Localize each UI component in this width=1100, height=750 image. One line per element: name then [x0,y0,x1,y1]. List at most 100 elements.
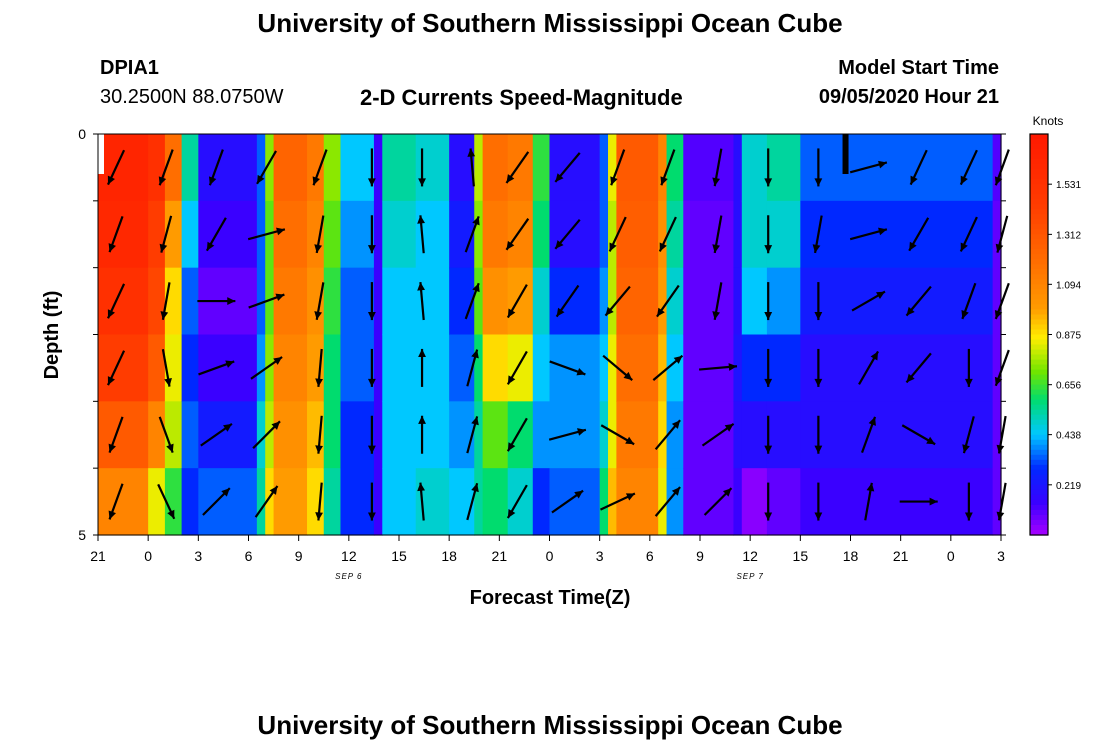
colorbar-swatch [1030,434,1048,441]
colorbar-swatch [1030,344,1048,351]
colorbar-swatch [1030,509,1048,516]
heatmap-cell [616,267,659,336]
heatmap-cell [340,134,375,202]
heatmap-cell [741,200,768,269]
heatmap-cell [307,134,325,202]
colorbar-swatch [1030,139,1048,145]
current-arrow [654,419,681,451]
heatmap-cell [683,401,735,469]
colorbar-swatch [1030,144,1048,150]
colorbar-swatch [1030,249,1048,255]
heatmap-cell [616,200,659,269]
colorbar-swatch [1030,289,1048,295]
colorbar-swatch [1030,359,1048,366]
x-tick-label: 18 [843,548,859,564]
heatmap-cell [992,468,1002,536]
colorbar-swatch [1030,429,1048,436]
current-arrow [254,485,279,518]
heatmap-cell [307,468,325,536]
heatmap-cell [658,134,668,202]
heatmap-cell [265,200,275,269]
x-tick-label: 21 [492,548,508,564]
heatmap-cell [683,134,735,202]
heatmap-cell [373,200,383,269]
heatmap-cell [800,334,994,402]
current-arrow [252,420,281,449]
current-arrow [905,352,932,384]
heatmap-cell [449,134,475,202]
station-id: DPIA1 [100,57,159,79]
heatmap-cell [256,401,266,469]
heatmap-cell [382,334,417,402]
x-tick-label: 15 [391,548,407,564]
x-tick-label: 18 [441,548,457,564]
y-tick-label: 5 [78,527,86,543]
current-arrow [464,282,480,320]
current-arrow [506,484,528,519]
colorbar-swatch [1030,254,1048,260]
axes: 21 0 3 6 9 12 15 18 21 0 3 6 9 12 15 18 21 0 3 SEP 6 SEP 7 0 5 [78,126,1006,581]
colorbar-swatch [1030,299,1048,306]
current-arrow [505,151,530,184]
current-arrow [160,282,171,320]
colorbar-swatch [1030,174,1048,180]
model-start-label: Model Start Time [838,57,999,79]
current-arrow [905,285,932,317]
heatmap-cell [198,200,258,269]
colorbar-swatch [1030,514,1048,521]
current-arrow [864,482,875,521]
colorbar-swatch [1030,244,1048,250]
heatmap-cell [98,267,149,336]
current-arrow [417,215,426,254]
date-label: SEP 6 [335,572,362,581]
current-arrow [315,415,323,454]
heatmap-cell [307,267,325,336]
colorbar-swatch [1030,279,1048,285]
current-arrow [861,416,877,453]
colorbar-swatch [1030,399,1048,406]
colorbar-swatch [1030,414,1048,421]
colorbar-swatch [1030,294,1048,301]
heatmap-cell [616,334,659,402]
colorbar-swatch [1030,474,1048,481]
current-arrow [418,148,426,187]
x-tick-label: 3 [596,548,604,564]
current-arrow [699,363,738,371]
x-tick-label: 3 [997,548,1005,564]
current-arrow [108,416,124,453]
colorbar-swatch [1030,149,1048,155]
x-tick-label: 15 [793,548,809,564]
current-arrow [660,149,676,186]
heatmap-cell [658,267,668,336]
colorbar-swatch [1030,179,1048,185]
heatmap-cell [482,334,509,402]
heatmap-cell [164,200,183,269]
colorbar-swatch [1030,164,1048,170]
current-arrow [107,350,126,386]
colorbar-swatch [1030,449,1048,456]
heatmap-cell [992,134,1002,202]
current-arrow [158,416,174,453]
heatmap-cell [733,134,743,202]
current-arrow [654,486,681,517]
heatmap-cell [766,200,801,269]
colorbar-swatch [1030,409,1048,416]
heatmap-cell [666,134,684,202]
footer-title: University of Southern Mississippi Ocean… [257,710,843,740]
current-arrow [814,415,823,454]
heatmap-cell [148,134,166,202]
colorbar-tick-label: 0.438 [1056,431,1081,442]
current-arrow [851,290,886,312]
heatmap-cell [741,401,768,469]
current-arrow [604,285,631,317]
heatmap-cell [992,267,1002,336]
heatmap-cell [549,401,601,469]
heatmap-cell [474,334,484,402]
colorbar-swatch [1030,214,1048,220]
heatmap-cell [666,267,684,336]
current-arrow [466,349,479,387]
current-arrow [600,424,635,446]
current-arrow [467,148,476,187]
heatmap-cell [164,334,183,402]
